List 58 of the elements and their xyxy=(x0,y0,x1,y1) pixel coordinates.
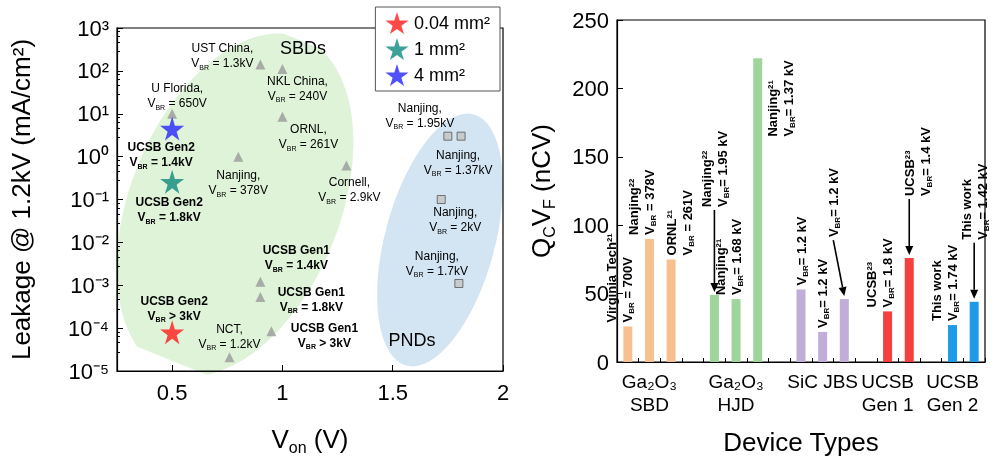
x-tick-label: 1 xyxy=(276,380,289,405)
y-tick-label: 10² xyxy=(77,58,109,84)
point xyxy=(436,195,446,204)
point xyxy=(277,111,288,122)
x-axis-title: Device Types xyxy=(723,427,879,457)
bar xyxy=(644,238,654,362)
y-tick-label: 10⁻³ xyxy=(70,272,109,298)
x-tick-label: UCSB Gen 2 xyxy=(926,371,979,415)
bar xyxy=(904,258,914,362)
annotation: PNDs xyxy=(388,330,436,350)
annotation: SBDs xyxy=(279,38,327,58)
bar xyxy=(796,289,806,362)
point xyxy=(456,131,466,141)
x-tick-label: 2 xyxy=(496,380,510,405)
x-tick-label: 0.5 xyxy=(156,380,188,405)
point xyxy=(255,292,266,303)
point xyxy=(160,169,185,194)
bar xyxy=(818,331,828,362)
x-tick-label: 1.5 xyxy=(377,380,409,405)
bar xyxy=(839,299,849,362)
y-tick-label: 10¹ xyxy=(77,101,109,127)
y-tick-label: 10⁻⁵ xyxy=(68,358,109,384)
legend-label: 0.04 mm² xyxy=(413,13,491,33)
legend-label: 4 mm² xyxy=(413,65,465,85)
x-tick-label: Ga₂O₃ SBD xyxy=(621,371,678,415)
y-tick-label: 150 xyxy=(572,144,609,170)
point xyxy=(255,276,266,287)
y-axis-title: QCVF (nCV) xyxy=(526,123,558,259)
point xyxy=(454,278,464,288)
legend-label: 1 mm² xyxy=(413,39,465,59)
point xyxy=(160,320,185,345)
point xyxy=(266,326,277,337)
y-tick-label: 10³ xyxy=(77,15,109,41)
point xyxy=(255,59,266,70)
bar xyxy=(948,325,958,362)
x-tick-label: UCSB Gen 1 xyxy=(861,371,914,415)
bar xyxy=(666,259,676,362)
y-tick-label: 10⁻² xyxy=(70,229,109,255)
y-tick-label: 10⁻¹ xyxy=(70,187,109,212)
bar xyxy=(883,311,893,362)
bar xyxy=(731,299,741,362)
point xyxy=(233,151,244,162)
y-tick-label: 200 xyxy=(572,75,609,101)
y-tick-label: 250 xyxy=(572,7,609,33)
point xyxy=(341,160,352,171)
y-tick-label: 0 xyxy=(596,349,609,375)
point xyxy=(224,352,235,363)
point xyxy=(277,64,288,75)
point xyxy=(443,131,453,141)
bar xyxy=(623,326,633,362)
y-tick-label: 10⁻⁴ xyxy=(68,315,109,341)
y-tick-label: 10⁰ xyxy=(76,144,109,170)
y-axis-title: Leakage @ 1.2kV (mA/cm²) xyxy=(6,38,36,361)
bar xyxy=(753,58,763,362)
point xyxy=(160,116,185,141)
x-tick-label: SiC JBS xyxy=(787,371,859,392)
point xyxy=(167,108,178,119)
x-tick-label: Ga₂O₃ HJD xyxy=(708,371,764,415)
